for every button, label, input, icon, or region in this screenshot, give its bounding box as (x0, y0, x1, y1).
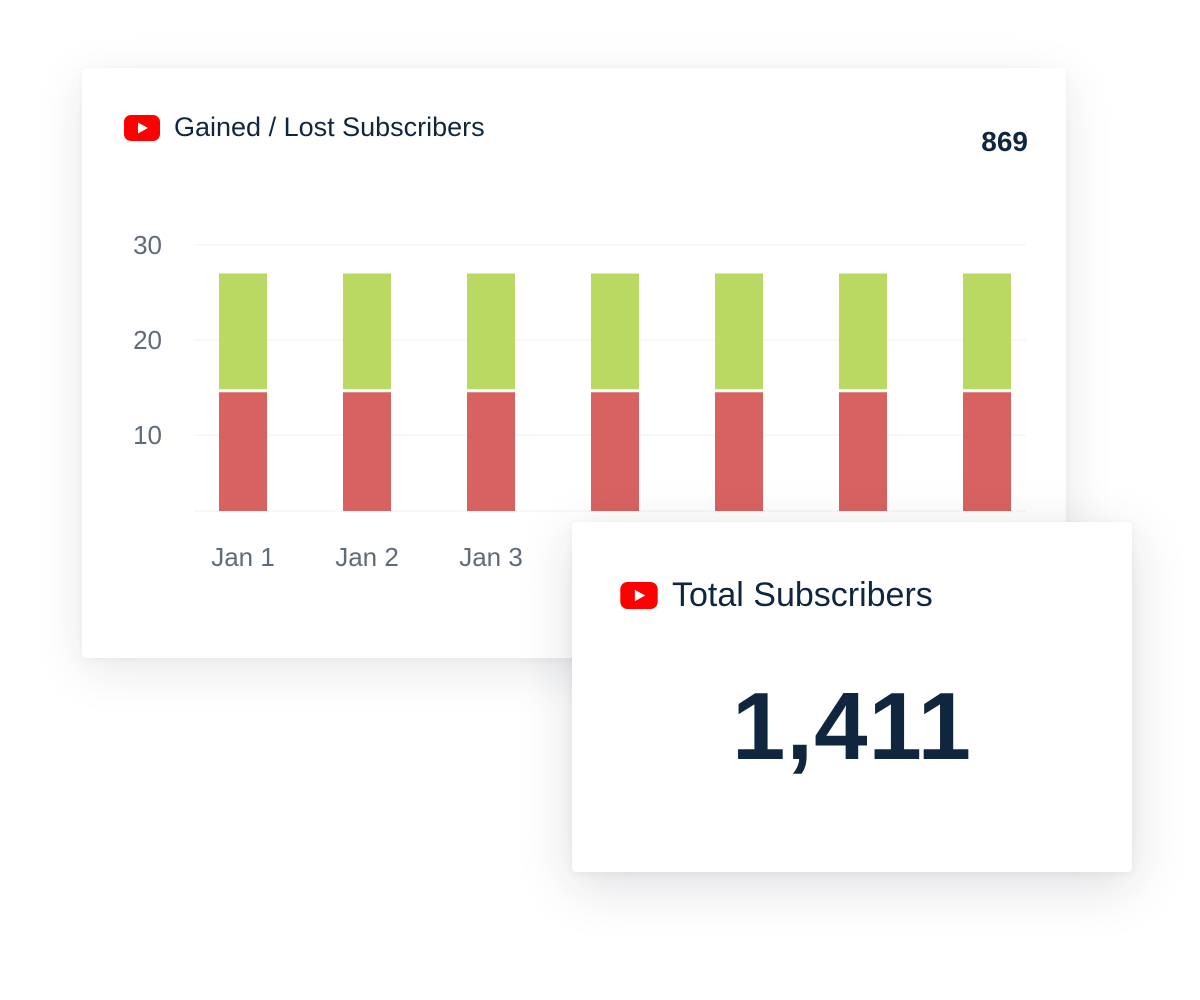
total-subscribers-value: 1,411 (732, 673, 972, 780)
bar-lost[interactable] (715, 392, 763, 511)
y-tick-label: 30 (133, 230, 162, 260)
x-tick-label: Jan 3 (459, 542, 523, 572)
gained-lost-value: 869 (981, 126, 1028, 157)
bar-gained[interactable] (343, 273, 391, 390)
total-subscribers-header: Total Subscribers (620, 576, 933, 615)
bar-gained[interactable] (467, 273, 515, 390)
y-tick-label: 20 (133, 325, 162, 355)
total-subscribers-card: Total Subscribers 1,411 (572, 522, 1132, 872)
x-tick-label: Jan 1 (211, 542, 275, 572)
bar-gained[interactable] (591, 273, 639, 390)
bar-gained[interactable] (963, 273, 1011, 390)
gained-lost-title: Gained / Lost Subscribers (174, 112, 485, 142)
bar-lost[interactable] (591, 392, 639, 511)
bar-lost[interactable] (467, 392, 515, 511)
youtube-icon (124, 114, 160, 141)
bar-gained[interactable] (839, 273, 887, 390)
y-tick-label: 10 (133, 420, 162, 450)
gained-lost-chart: 10 20 30 Jan 1 Jan 2 Jan 3 (133, 230, 1026, 572)
bar-gained[interactable] (219, 273, 267, 390)
bar-gained[interactable] (715, 273, 763, 390)
bar-lost[interactable] (219, 392, 267, 511)
youtube-icon (620, 582, 658, 609)
bar-lost[interactable] (839, 392, 887, 511)
x-tick-label: Jan 2 (335, 542, 399, 572)
total-subscribers-title: Total Subscribers (672, 576, 933, 614)
gained-lost-header: Gained / Lost Subscribers (124, 112, 485, 143)
bar-lost[interactable] (343, 392, 391, 511)
bar-lost[interactable] (963, 392, 1011, 511)
